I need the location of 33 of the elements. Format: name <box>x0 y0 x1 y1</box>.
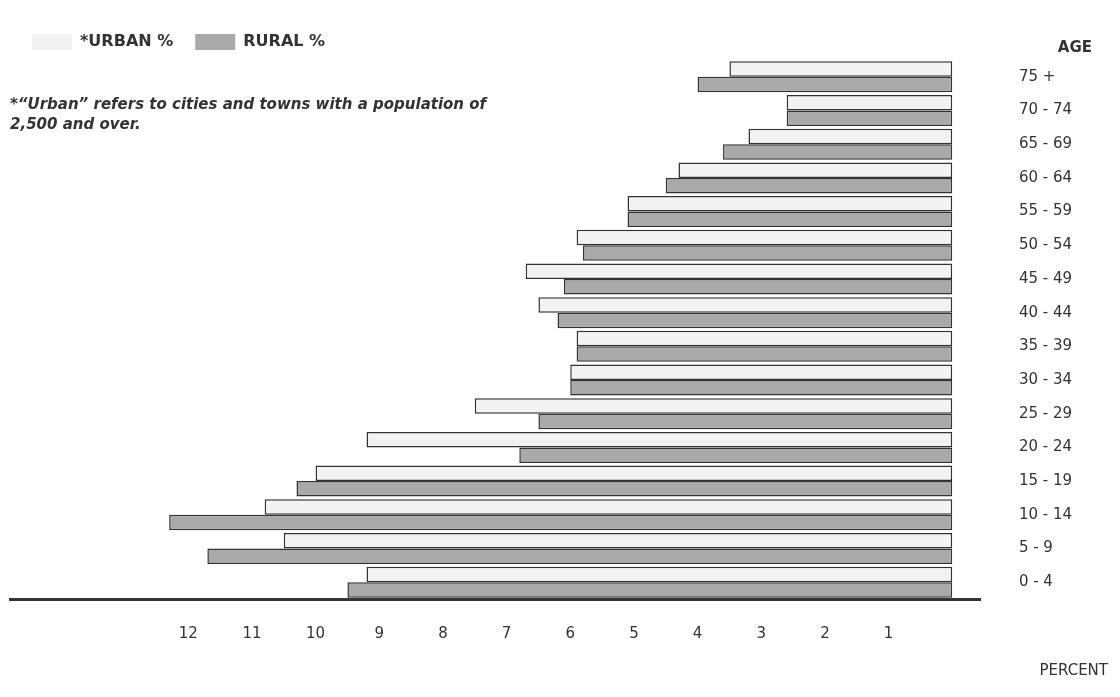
y-tick-label: 60 - 64 <box>1018 167 1072 186</box>
y-tick-label: 25 - 29 <box>1018 403 1072 422</box>
x-tick-label: 8 <box>438 623 448 642</box>
y-tick-label: 35 - 39 <box>1018 336 1072 355</box>
y-tick-label: 50 - 54 <box>1018 235 1072 254</box>
y-tick-label: 10 - 14 <box>1018 504 1072 523</box>
y-tick-label: 70 - 74 <box>1018 100 1072 119</box>
annotation: *“Urban” refers to cities and towns with a population of 2,500 and over. <box>10 94 530 134</box>
y-tick-label: 65 - 69 <box>1018 134 1072 153</box>
x-tick-label: 9 <box>374 623 385 642</box>
x-tick-label: 11 <box>242 623 262 642</box>
x-tick-label: 2 <box>820 623 830 642</box>
y-tick-label: 45 - 49 <box>1018 268 1072 287</box>
x-tick-label: 3 <box>756 623 767 642</box>
x-axis-title: PERCENT <box>1039 661 1108 679</box>
y-tick-label: 30 - 34 <box>1018 369 1072 388</box>
x-tick-label: 1 <box>883 623 894 642</box>
y-tick-label: 0 - 4 <box>1018 572 1053 591</box>
x-tick-label: 5 <box>629 623 639 642</box>
y-tick-label: 20 - 24 <box>1018 437 1072 456</box>
x-tick-label: 10 <box>306 623 326 642</box>
y-tick-label: 15 - 19 <box>1018 470 1072 489</box>
x-tick-label: 12 <box>178 623 198 642</box>
y-tick-label: 5 - 9 <box>1018 538 1053 557</box>
legend-label: RURAL % <box>243 31 326 51</box>
y-tick-label: 75 + <box>1018 66 1056 85</box>
y-tick-label: 55 - 59 <box>1018 201 1072 220</box>
legend-label: *URBAN % <box>80 31 174 51</box>
y-tick-label: 40 - 44 <box>1018 302 1072 321</box>
x-tick-label: 6 <box>565 623 576 642</box>
x-tick-label: 4 <box>692 623 703 642</box>
y-axis-title: AGE <box>1057 38 1092 56</box>
x-tick-label: 7 <box>501 623 512 642</box>
